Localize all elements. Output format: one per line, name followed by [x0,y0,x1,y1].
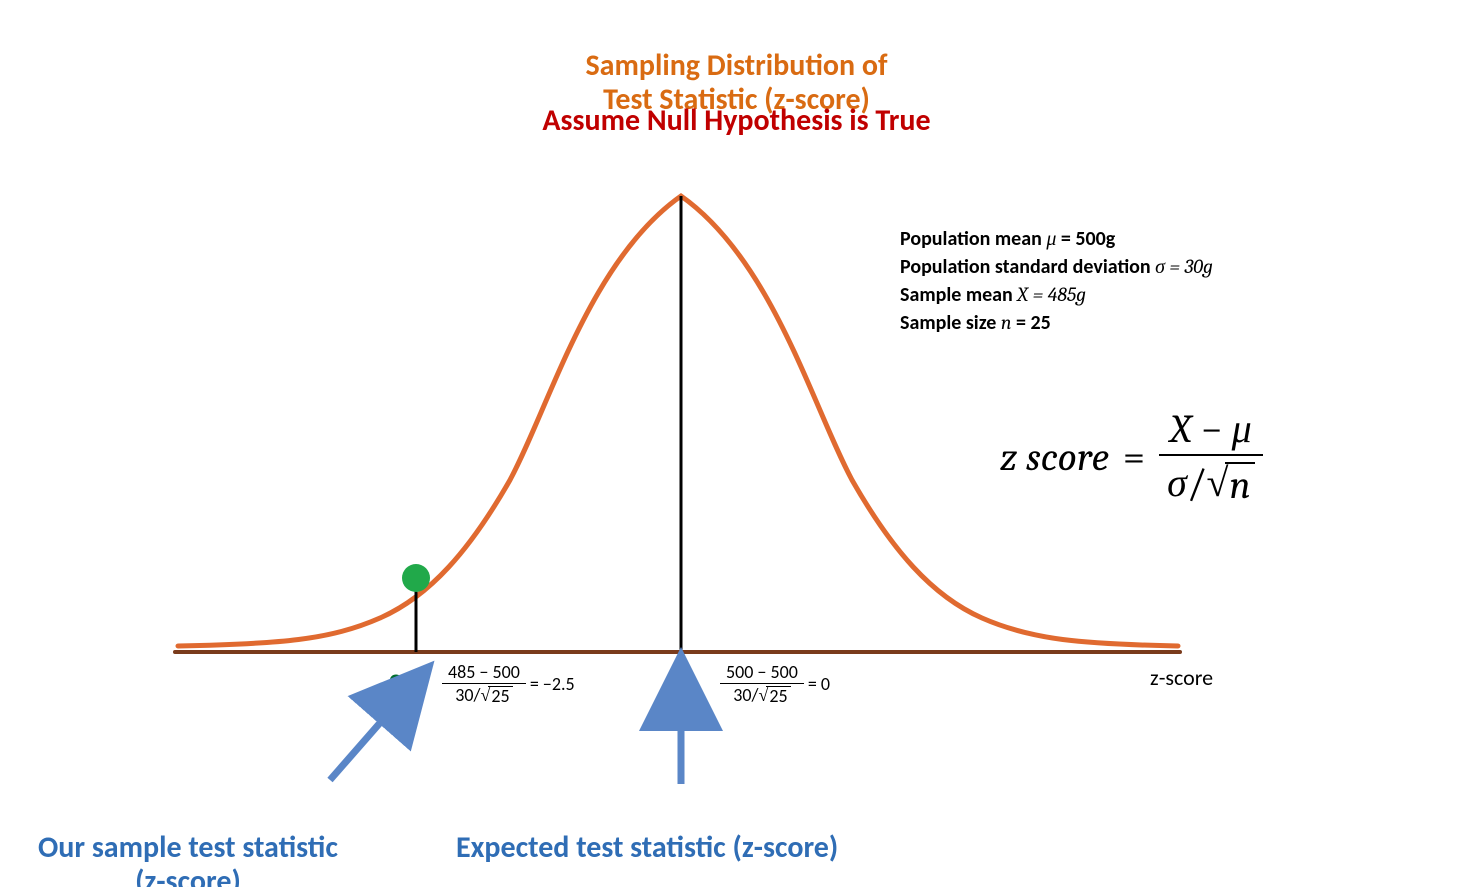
arrow-to-sample [330,708,393,780]
expected-callout: Expected test statistic (z-score) [456,796,838,865]
diagram-stage: Sampling Distribution of Test Statistic … [0,0,1473,887]
callout-arrows [0,0,1473,887]
sample-callout: Our sample test statistic (z-score) [38,796,338,887]
